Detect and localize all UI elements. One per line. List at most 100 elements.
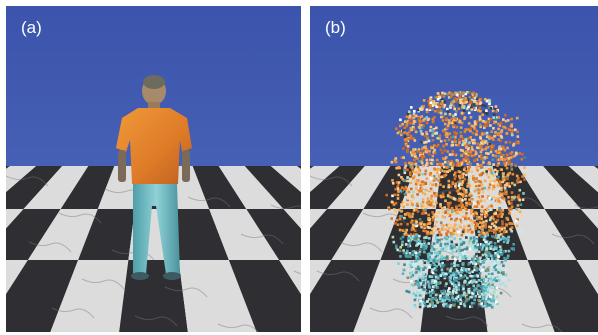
point — [478, 146, 481, 150]
point — [497, 208, 501, 212]
point — [416, 193, 419, 196]
point — [436, 244, 440, 248]
point — [471, 131, 475, 135]
point — [467, 111, 471, 115]
point — [449, 276, 452, 280]
point — [398, 249, 402, 253]
point — [421, 305, 425, 308]
point — [469, 223, 472, 227]
point — [470, 302, 474, 305]
point — [420, 187, 424, 191]
point — [437, 168, 441, 172]
point — [497, 239, 500, 243]
point — [510, 117, 513, 121]
point — [438, 137, 441, 140]
point — [501, 222, 504, 226]
point — [480, 141, 483, 145]
point — [515, 224, 519, 228]
point — [419, 245, 423, 249]
point — [418, 241, 421, 245]
point — [487, 247, 490, 250]
point — [438, 239, 441, 242]
point — [436, 238, 440, 242]
floor-tile — [246, 209, 301, 260]
point — [420, 204, 424, 208]
point — [448, 299, 451, 302]
point — [445, 247, 448, 251]
point — [499, 190, 502, 193]
point — [499, 201, 503, 205]
point — [425, 116, 428, 119]
point — [511, 155, 514, 159]
point — [504, 119, 508, 123]
point — [436, 275, 439, 278]
point — [489, 247, 493, 250]
point — [483, 124, 486, 128]
point — [495, 116, 499, 119]
point — [467, 179, 471, 182]
point — [431, 100, 434, 103]
floor-tile — [6, 260, 79, 332]
point — [517, 194, 521, 197]
point — [448, 287, 451, 290]
point — [465, 292, 469, 296]
point — [429, 162, 433, 165]
point — [494, 105, 498, 108]
point — [502, 264, 505, 267]
point — [394, 201, 398, 205]
point — [444, 284, 447, 288]
point — [434, 237, 438, 241]
point — [510, 123, 513, 126]
point — [481, 148, 484, 151]
point — [453, 283, 457, 287]
point — [461, 139, 465, 142]
point — [480, 299, 484, 302]
point — [407, 245, 410, 248]
point — [485, 131, 489, 135]
point — [491, 286, 495, 289]
panel-b-scene — [310, 6, 598, 332]
point — [460, 162, 464, 165]
point — [433, 273, 437, 276]
point — [475, 94, 478, 98]
point — [440, 102, 443, 106]
point — [428, 266, 431, 269]
point — [441, 102, 445, 105]
point — [424, 211, 428, 215]
point — [427, 298, 431, 301]
point — [405, 149, 409, 152]
point — [476, 256, 479, 260]
point — [396, 187, 400, 190]
point — [495, 245, 499, 249]
point — [422, 240, 426, 243]
point — [408, 161, 411, 165]
point — [504, 268, 508, 272]
point — [401, 229, 405, 232]
point — [478, 155, 481, 158]
point — [417, 168, 421, 171]
point — [454, 91, 457, 95]
point — [448, 169, 451, 172]
point — [471, 93, 474, 97]
point — [429, 294, 432, 297]
point — [447, 160, 450, 164]
point — [417, 126, 421, 129]
point — [469, 151, 472, 154]
point — [471, 270, 474, 273]
point — [388, 207, 391, 211]
point — [494, 183, 498, 186]
point — [423, 250, 426, 254]
point — [449, 136, 453, 139]
point — [484, 147, 488, 151]
point — [440, 257, 443, 261]
point — [467, 297, 470, 301]
point — [495, 200, 499, 203]
point — [497, 132, 500, 135]
point — [508, 141, 512, 144]
point — [472, 102, 476, 106]
point — [421, 172, 425, 176]
point — [403, 168, 406, 172]
point — [466, 160, 469, 164]
point — [431, 200, 434, 203]
point — [449, 185, 453, 188]
